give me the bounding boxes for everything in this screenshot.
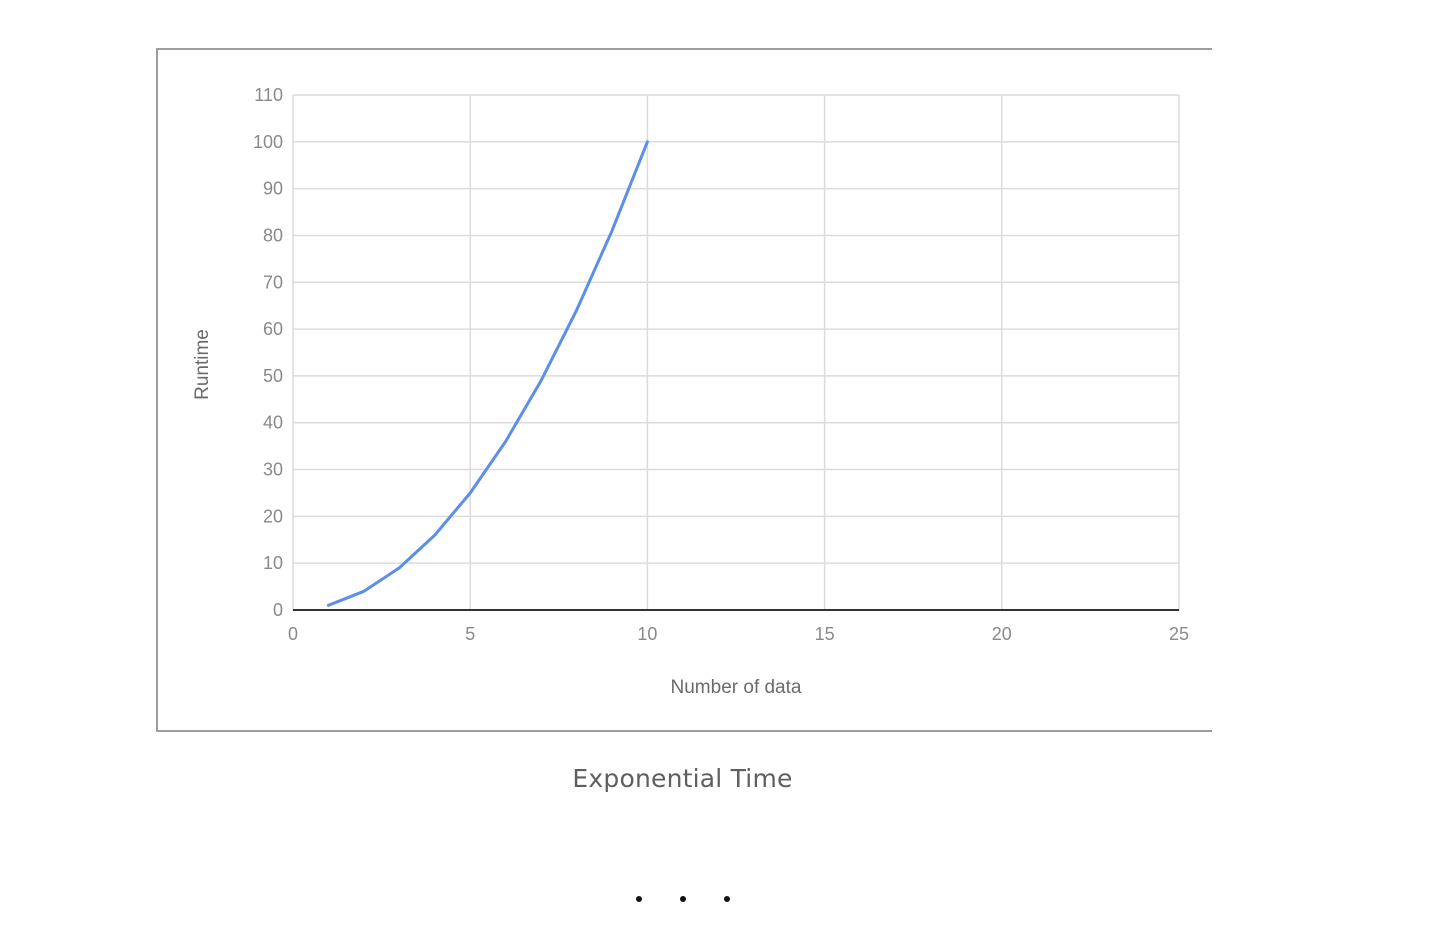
x-tick-label: 25 [1169,624,1189,644]
y-tick-label: 50 [263,366,283,386]
grid-lines [293,94,1180,610]
x-tick-label: 10 [637,624,657,644]
y-tick-label: 10 [263,553,283,573]
x-tick-label: 5 [465,624,475,644]
x-tick-label: 20 [992,624,1012,644]
separator-dot [679,896,686,902]
separator-dot [635,896,642,902]
x-tick-label: 15 [815,624,835,644]
y-tick-label: 90 [263,179,283,199]
figure-caption: Exponential Time [572,764,793,793]
y-tick-label: 40 [263,413,283,433]
series-line [326,140,649,607]
y-tick-label: 110 [254,85,283,105]
x-axis-title: Number of data [671,677,802,698]
series-lines [326,140,649,607]
y-tick-label: 70 [263,272,283,292]
y-tick-label: 30 [263,460,283,480]
chart-frame [156,48,1212,732]
y-tick-label: 80 [263,225,283,245]
section-separator [0,896,1365,902]
separator-dot [723,896,730,902]
x-tick-label: 0 [288,624,298,644]
y-axis-title: Runtime [192,329,213,400]
axes [292,95,1179,611]
y-tick-label: 20 [263,506,283,526]
y-tick-label: 0 [273,600,283,620]
y-tick-label: 60 [263,319,283,339]
tick-labels: 0 10 20 30 40 50 60 70 80 90 100 110 0 5 10 15 20 25 [253,85,1189,644]
y-tick-label: 100 [253,132,283,152]
